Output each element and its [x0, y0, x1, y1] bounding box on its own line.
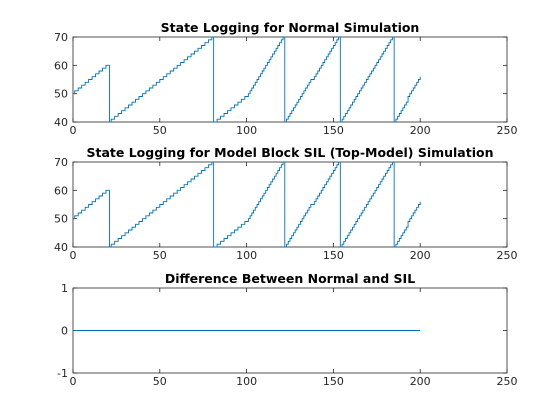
x-tick-label: 150 [323, 124, 344, 137]
x-tick-label: 250 [497, 375, 518, 388]
y-tick-label: 60 [54, 59, 68, 72]
series-line [73, 36, 421, 123]
x-tick-label: 150 [323, 249, 344, 262]
x-tick-label: 200 [410, 249, 431, 262]
plot-area [72, 36, 508, 123]
y-tick-label: 1 [61, 282, 68, 295]
y-tick-label: 50 [54, 88, 68, 101]
y-tick-label: 70 [54, 156, 68, 169]
x-tick-label: 0 [70, 249, 77, 262]
x-tick-label: 200 [410, 375, 431, 388]
x-tick-label: 100 [236, 375, 257, 388]
x-tick-label: 50 [153, 249, 167, 262]
x-tick-label: 200 [410, 124, 431, 137]
y-tick-label: 40 [54, 241, 68, 254]
x-tick-label: 100 [236, 249, 257, 262]
x-tick-label: 50 [153, 124, 167, 137]
chart-panel-3: Difference Between Normal and SIL 0 50 100 1… [57, 271, 517, 388]
x-tick-label: 250 [497, 124, 518, 137]
y-tick-label: 40 [54, 116, 68, 129]
x-tick-label: 250 [497, 249, 518, 262]
chart-title: State Logging for Model Block SIL (Top-M… [86, 145, 493, 160]
chart-title: Difference Between Normal and SIL [165, 271, 415, 286]
x-tick-label: 100 [236, 124, 257, 137]
y-tick-label: -1 [57, 367, 68, 380]
chart-panel-2: State Logging for Model Block SIL (Top-M… [54, 145, 518, 262]
series-line [73, 161, 421, 248]
x-tick-label: 50 [153, 375, 167, 388]
x-tick-label: 0 [70, 375, 77, 388]
chart-title: State Logging for Normal Simulation [161, 20, 420, 35]
x-tick-label: 0 [70, 124, 77, 137]
y-tick-label: 50 [54, 213, 68, 226]
y-tick-label: 60 [54, 184, 68, 197]
x-tick-label: 150 [323, 375, 344, 388]
y-tick-label: 70 [54, 31, 68, 44]
plot-area [72, 161, 508, 248]
y-tick-label: 0 [61, 325, 68, 338]
chart-panel-1: State Logging for Normal Simulation 0 50 10… [54, 20, 518, 137]
